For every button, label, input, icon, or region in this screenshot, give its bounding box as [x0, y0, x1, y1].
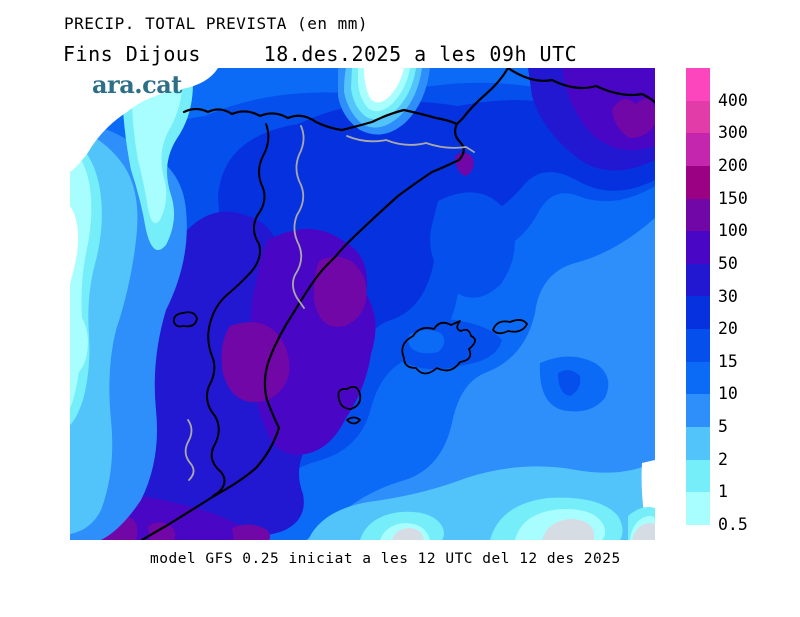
legend-label: 15 [718, 351, 738, 371]
colorbar-segment [686, 394, 710, 428]
legend-label: 30 [718, 286, 738, 306]
colorbar-segment [686, 492, 710, 525]
precip-region-trace-south1 [392, 528, 424, 540]
enclave-outline [173, 311, 198, 328]
colorbar-segment [686, 68, 710, 101]
border-pyrenees [182, 107, 459, 132]
map-subtitle: Fins Dijous 18.des.2025 a les 09h UTC [63, 42, 578, 66]
legend-label: 0.5 [718, 515, 748, 534]
precip-region-10-15-mallorca-spot [408, 330, 445, 354]
ara-cat-logo: ara.cat [92, 70, 182, 99]
colorbar-segment [686, 133, 710, 166]
precipitation-map: ara.cat [70, 68, 655, 540]
legend-label: 20 [718, 319, 738, 339]
precip-region-none-nw [70, 68, 218, 172]
border-admin-catalonia [292, 125, 305, 309]
colorbar-segment [686, 361, 710, 395]
precip-region-trace-south3 [632, 523, 655, 540]
legend-label: 400 [718, 90, 748, 110]
colorbar-segment [686, 165, 710, 199]
map-title: PRECIP. TOTAL PREVISTA (en mm) [64, 14, 368, 33]
precip-region-100-150-ne [612, 98, 655, 138]
coastline-iberia [140, 68, 510, 540]
precip-region-100-150-center-lower [221, 322, 290, 403]
legend-label: 2 [718, 449, 728, 469]
colorbar-segment [686, 263, 710, 297]
precip-region-15-20-spot-east [558, 370, 581, 396]
legend-label: 10 [718, 384, 738, 404]
legend-label: 1 [718, 482, 728, 502]
island-formentera [346, 416, 361, 425]
precip-region-05-1-west-patch [70, 306, 88, 375]
legend-label: 300 [718, 123, 748, 143]
precip-region-trace-south2 [542, 519, 594, 540]
colorbar-segment [686, 329, 710, 362]
colorbar-segment [686, 459, 710, 493]
legend-label: 150 [718, 188, 748, 208]
border-admin-france [346, 135, 475, 153]
colorbar-segment [686, 231, 710, 264]
precip-region-none-west-sliver [70, 206, 79, 284]
island-menorca [492, 319, 528, 335]
precip-region-100-150-center-upper [313, 256, 367, 327]
colorbar-segment [686, 198, 710, 232]
precip-region-100-150-spot-sw3 [232, 524, 271, 540]
border-inland [206, 123, 270, 497]
colorbar-segment [686, 427, 710, 460]
legend-label: 50 [718, 253, 738, 273]
island-ibiza [337, 385, 362, 410]
island-mallorca [401, 320, 476, 375]
model-caption: model GFS 0.25 iniciat a les 12 UTC del … [150, 551, 621, 567]
border-admin-south [184, 419, 195, 481]
precip-region-05-1-nw-tongue [131, 68, 183, 224]
precip-region-15-20-leak-center [430, 192, 515, 298]
legend-label: 100 [718, 221, 748, 241]
legend-label: 200 [718, 155, 748, 175]
legend-colorbar [686, 68, 710, 525]
legend-label: 5 [718, 417, 728, 437]
precip-region-100-150-spot-sw2 [148, 522, 176, 540]
colorbar-segment [686, 100, 710, 134]
colorbar-segment [686, 296, 710, 330]
precipitation-contour-canvas [70, 68, 655, 540]
coastline-gulf-of-lion [506, 68, 655, 104]
precip-region-none-topwedge [364, 68, 404, 103]
